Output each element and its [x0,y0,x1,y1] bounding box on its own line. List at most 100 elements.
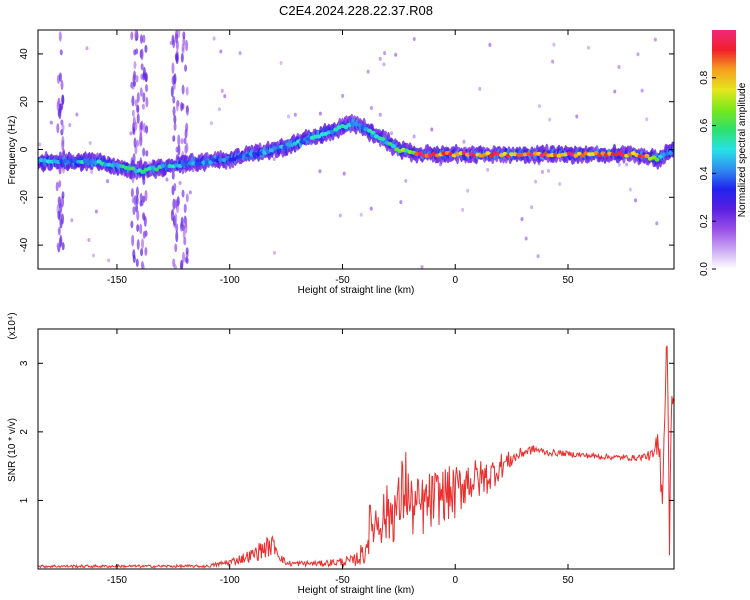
spectrogram-streak-blob [171,62,175,74]
spectrogram-core [380,137,386,142]
y-tick-label: 3 [19,360,30,366]
spectrogram-speckle [404,178,408,183]
spectrogram-core [370,130,376,135]
spectrogram-streak-blob [131,234,135,247]
spectrogram-speckle [383,51,387,56]
snr-y-ticks: 1 2 3 [19,360,674,503]
spectrogram-speckle [655,221,659,226]
spectrogram-streak-blob [139,199,143,207]
spectrogram-streak-blob [58,103,62,112]
spectrogram-streak-blob [56,123,60,134]
spectrogram-speckle [617,65,621,70]
spectrogram-speckle [212,36,216,41]
spectrogram-x-ticks: -150 -100 -50 0 50 [107,30,574,286]
spectrogram-streak-blob [144,230,148,237]
spectrogram-streak-blob [142,147,146,157]
spectrogram-core [140,169,146,174]
spectrogram-speckle [625,162,629,167]
spectrogram-speckle [534,179,538,184]
spectrogram-streak-blob [59,234,63,247]
spectrogram-speckle [587,45,591,50]
spectrogram-streak-blob [140,48,144,61]
spectrogram-streak-blob [175,230,179,243]
spectrogram-streak-blob [142,34,146,44]
x-tick-label: 0 [452,575,458,586]
spectrogram-streak-blob [185,193,189,203]
spectrogram-streak-blob [141,263,145,269]
spectrogram-speckle [318,169,322,174]
spectrogram-core [329,129,335,134]
spectrogram-speckle [279,61,283,66]
y-tick-label: 40 [19,48,30,60]
spectrogram-streak-blob [136,139,140,147]
spectrogram-speckle [653,37,657,42]
spectrogram-streak-blob [61,139,65,151]
spectrogram-streak-blob [141,238,145,250]
x-tick-label: -150 [107,575,127,586]
spectrogram-streak-blob [181,189,185,198]
spectrogram-streak-blob [58,31,62,42]
spectrogram-streak-blob [60,79,64,91]
spectrogram-speckle [75,112,79,117]
spectrogram-core [356,123,362,128]
spectrogram-speckle [107,258,111,263]
spectrogram-y-label: Frequency (Hz) [7,116,18,185]
snr-frame [37,328,675,570]
spectrogram-streak-blob [59,203,63,214]
spectrogram-streak-blob [136,224,140,232]
spectrogram-speckle [49,120,53,125]
spectrogram-speckle [272,250,276,255]
spectrogram-y-ticks: 40 20 0 -20 -40 [19,48,674,252]
spectrogram-streak-blob [185,247,189,255]
spectrogram-streak-blob [145,125,149,134]
spectrogram-core [651,155,657,160]
spectrogram-core [292,141,298,146]
spectrogram-streak-blob [139,132,143,141]
spectrogram-streak-blob [142,92,146,103]
spectrogram-streak-blob [181,43,185,52]
spectrogram-speckle [287,114,291,119]
spectrogram-streak-blob [135,186,139,198]
spectrogram-streak-blob [136,239,140,250]
spectrogram-speckle [209,121,213,126]
spectrogram-speckle [613,89,617,94]
snr-panel: -150 -100 -50 0 50 1 2 3 Height of straight li… [7,312,675,596]
spectrogram-speckle [359,212,363,217]
spectrogram-core [488,153,494,158]
spectrogram-streak-blob [134,30,138,40]
chart-title: C2E4.2024.228.22.37.R08 [279,3,433,18]
x-tick-label: -50 [335,575,350,586]
spectrogram-speckle [430,127,434,132]
y-tick-label: 20 [19,96,30,108]
spectrogram-speckle [217,107,221,112]
spectrogram-streak-blob [172,82,176,90]
snr-x-ticks: -150 -100 -50 0 50 [107,329,574,586]
spectrogram-streak-blob [131,95,135,107]
y-tick-label: 0 [19,146,30,152]
spectrogram-streak-blob [185,142,189,153]
spectrogram-streak-blob [132,74,136,85]
spectrogram-streak-blob [145,96,149,108]
spectrogram-core [130,166,136,171]
spectrogram-streak-blob [55,181,59,192]
spectrogram-streak-blob [174,213,178,225]
spectrogram-core [580,153,586,158]
snr-multiplier-label: (x10⁴) [7,312,18,339]
spectrogram-x-label: Height of straight line (km) [298,285,415,296]
spectrogram-streak-blob [173,115,177,124]
spectrogram-streak-blob [131,197,135,204]
spectrogram-speckle [547,168,551,173]
spectrogram-speckle [91,253,95,258]
spectrogram-streak-blob [180,53,184,63]
spectrogram-speckle [238,51,242,56]
spectrogram-speckle [390,131,394,136]
spectrogram-speckle [165,177,169,182]
spectrogram-streak-blob [172,38,176,49]
spectrogram-speckle [318,111,322,116]
spectrogram-streak-blob [58,72,62,82]
spectrogram-speckle [220,88,224,93]
spectrogram-streak-blob [61,123,65,132]
spectrogram-speckle [478,86,482,91]
spectrogram-streak-blob [135,75,139,83]
spectrogram-speckle [70,218,74,223]
